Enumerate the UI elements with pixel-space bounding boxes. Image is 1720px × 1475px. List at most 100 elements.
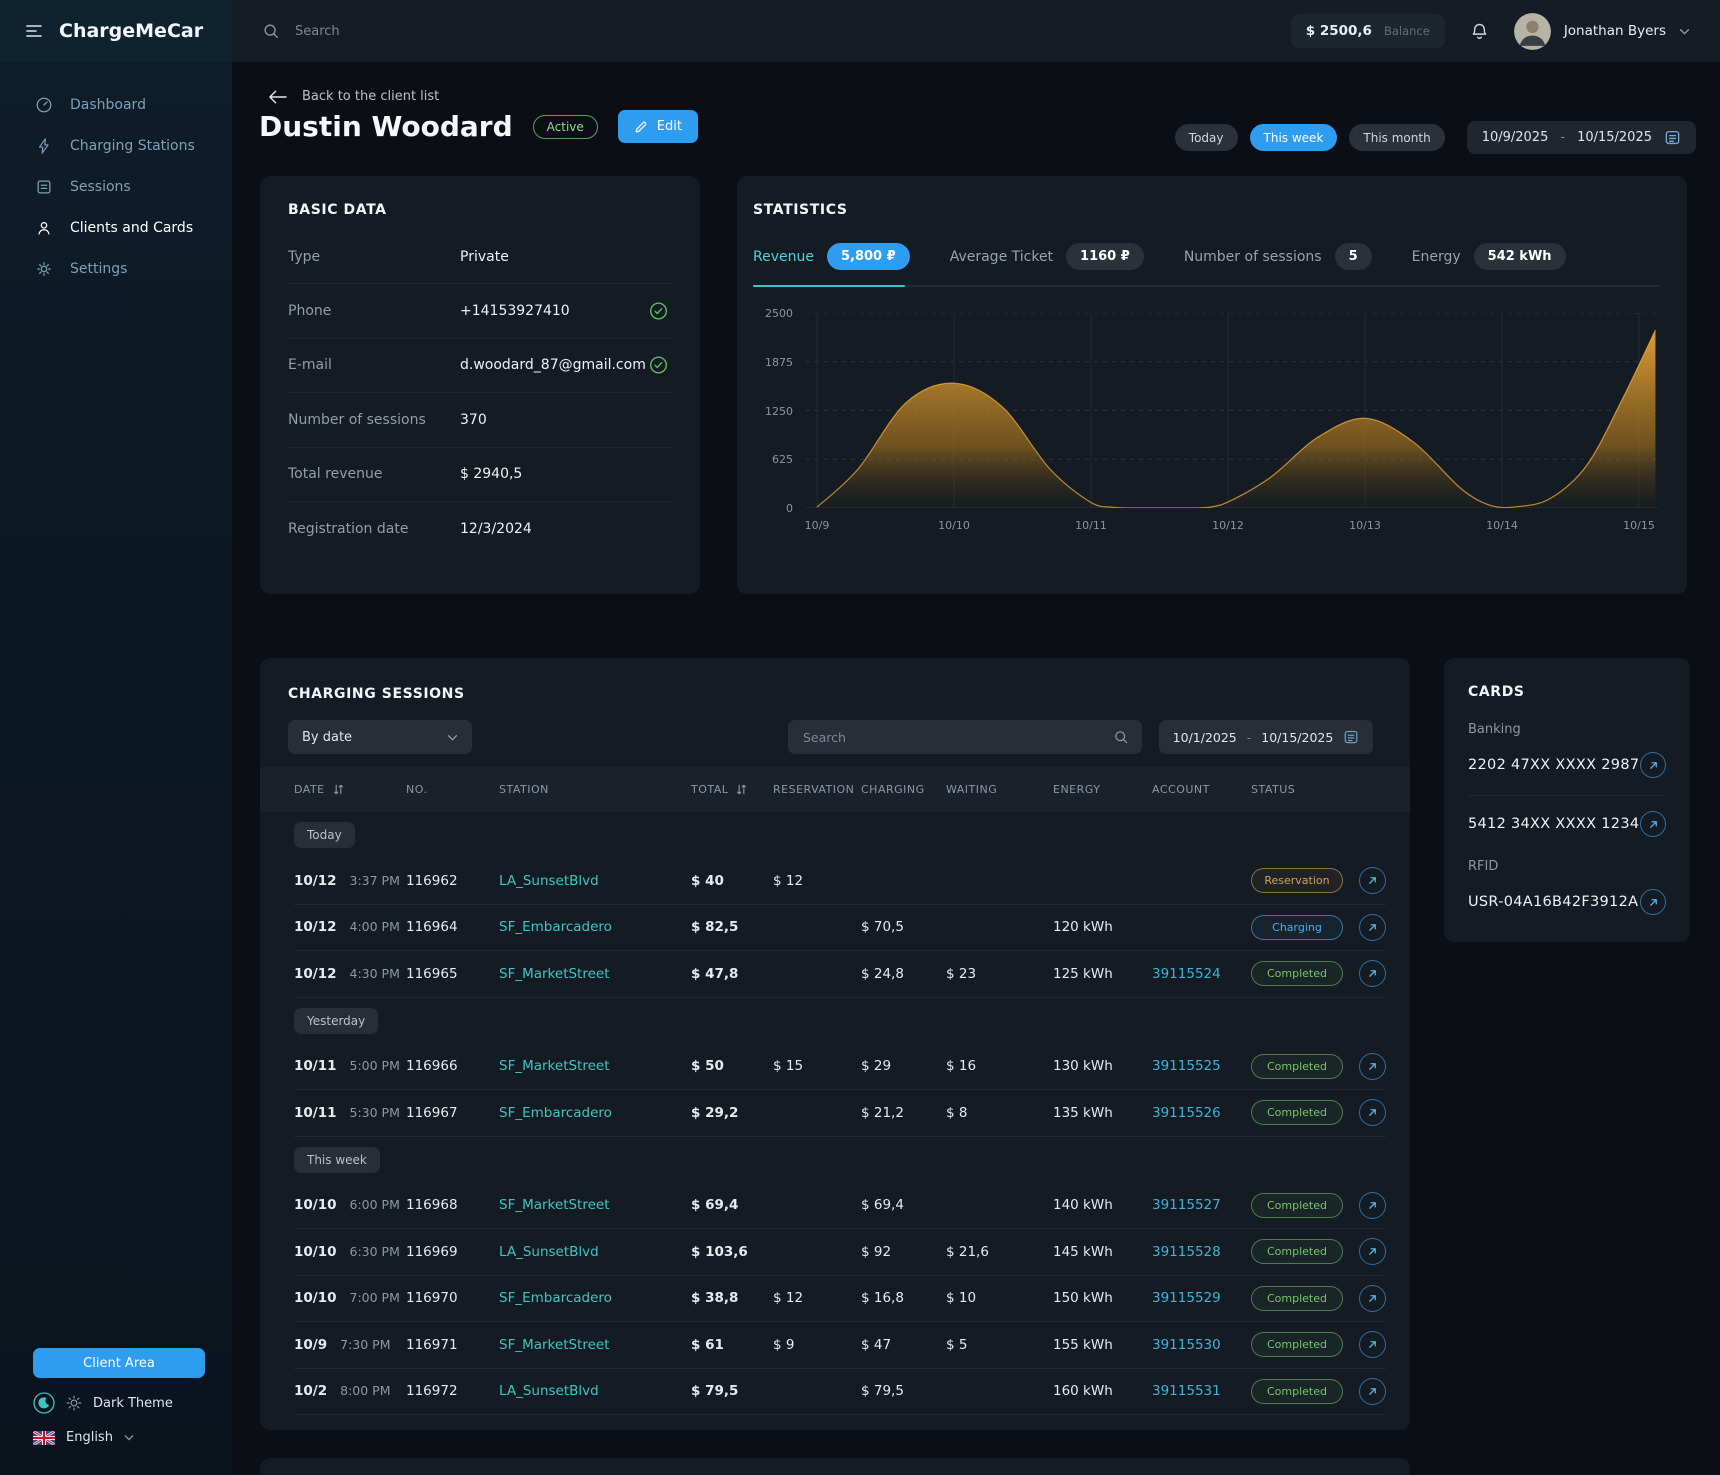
column-header-station: STATION [499, 783, 691, 796]
cell-status: Reservation [1251, 868, 1355, 894]
account-link[interactable]: 39115526 [1152, 1104, 1221, 1121]
open-session-button[interactable] [1359, 1238, 1386, 1266]
account-link[interactable]: 39115529 [1152, 1290, 1221, 1307]
client-area-button[interactable]: Client Area [33, 1348, 205, 1378]
station-link[interactable]: SF_Embarcadero [499, 1104, 612, 1121]
cell-reservation: $ 9 [773, 1336, 795, 1353]
tab-today[interactable]: Today [1174, 124, 1238, 151]
cell-date: 10/11 5:30 PM [294, 1104, 400, 1121]
balance-pill[interactable]: $ 2500,6 Balance [1290, 14, 1445, 48]
station-link[interactable]: SF_MarketStreet [499, 1336, 610, 1353]
sidebar-item-charging-stations[interactable]: Charging Stations [0, 125, 232, 166]
open-session-button[interactable] [1359, 867, 1386, 895]
banking-card-number: 2202 47XX XXXX 2987 [1468, 757, 1640, 773]
sort-by-select[interactable]: By date [288, 720, 472, 754]
open-session-button[interactable] [1359, 1052, 1386, 1080]
open-session-button[interactable] [1359, 1284, 1386, 1312]
open-session-button[interactable] [1359, 1191, 1386, 1219]
cell-number: 116964 [406, 919, 458, 936]
open-session-button[interactable] [1359, 960, 1386, 988]
open-session-button[interactable] [1359, 1377, 1386, 1405]
cell-waiting: $ 23 [946, 965, 977, 982]
metrics-underline [753, 285, 1660, 287]
theme-toggle[interactable]: Dark Theme [33, 1392, 173, 1414]
metric-number-of-sessions[interactable]: Number of sessions 5 [1184, 243, 1372, 270]
account-link[interactable]: 39115527 [1152, 1197, 1221, 1214]
metric-revenue[interactable]: Revenue 5,800 ₽ [753, 243, 910, 270]
banking-label: Banking [1468, 722, 1521, 737]
cell-total: $ 69,4 [691, 1197, 739, 1214]
status-badge: Reservation [1251, 868, 1343, 894]
account-link[interactable]: 39115524 [1152, 965, 1221, 982]
station-link[interactable]: SF_MarketStreet [499, 1197, 610, 1214]
open-card-button[interactable] [1640, 889, 1666, 915]
column-header-total[interactable]: TOTAL [691, 783, 773, 796]
group-chip: This week [294, 1146, 380, 1173]
cell-energy: 145 kWh [1053, 1243, 1113, 1260]
cell-status: Completed [1251, 1192, 1355, 1218]
y-axis-tick-label: 2500 [765, 307, 793, 320]
account-link[interactable]: 39115530 [1152, 1336, 1221, 1353]
table-row: 10/12 4:30 PM 116965 SF_MarketStreet $ 47,8 $… [294, 951, 1386, 998]
basic-data-row: E-mail d.woodard_87@gmail.com [288, 339, 672, 394]
sidebar-item-dashboard[interactable]: Dashboard [0, 84, 232, 125]
table-row: 10/2 8:00 PM 116972 LA_SunsetBlvd $ 79,5 $ 79… [294, 1369, 1386, 1415]
column-header-waiting: WAITING [946, 783, 1053, 796]
field-value: Private [460, 248, 509, 265]
cell-charging: $ 79,5 [861, 1383, 904, 1400]
banking-card: 5412 34XX XXXX 1234 [1468, 811, 1666, 837]
cell-station: SF_MarketStreet [499, 1197, 691, 1213]
revenue-area-chart: 0 625 1250 1875 2500 10/9 10/10 10/11 10/12 10/13… [753, 303, 1660, 538]
rfid-label: RFID [1468, 859, 1499, 874]
open-session-button[interactable] [1359, 913, 1386, 941]
cell-account: 39115525 [1152, 1058, 1251, 1074]
account-link[interactable]: 39115531 [1152, 1383, 1221, 1400]
edit-button[interactable]: Edit [617, 110, 698, 143]
station-link[interactable]: LA_SunsetBlvd [499, 1243, 599, 1260]
account-link[interactable]: 39115528 [1152, 1243, 1221, 1260]
station-link[interactable]: SF_Embarcadero [499, 919, 612, 936]
station-link[interactable]: LA_SunsetBlvd [499, 1383, 599, 1400]
station-link[interactable]: SF_Embarcadero [499, 1290, 612, 1307]
notifications-bell-icon[interactable] [1469, 21, 1490, 42]
date-range-picker[interactable]: 10/9/2025 - 10/15/2025 [1466, 121, 1696, 154]
table-search-input[interactable] [801, 728, 1105, 746]
cell-charging: $ 70,5 [861, 919, 904, 936]
language-label: English [66, 1430, 113, 1445]
table-date-range-picker[interactable]: 10/1/2025 - 10/15/2025 [1159, 720, 1373, 754]
x-axis-tick-label: 10/12 [1212, 519, 1244, 532]
account-link[interactable]: 39115525 [1152, 1058, 1221, 1075]
user-menu[interactable]: Jonathan Byers [1513, 12, 1690, 50]
sidebar-collapse-icon[interactable] [24, 21, 44, 41]
open-card-button[interactable] [1640, 811, 1666, 837]
sidebar-item-clients-and-cards[interactable]: Clients and Cards [0, 207, 232, 248]
status-badge: Completed [1251, 1053, 1343, 1079]
search-input[interactable] [293, 22, 557, 40]
station-link[interactable]: SF_MarketStreet [499, 1058, 610, 1075]
open-session-button[interactable] [1359, 1099, 1386, 1127]
sidebar-item-settings[interactable]: Settings [0, 248, 232, 289]
station-link[interactable]: SF_MarketStreet [499, 965, 610, 982]
tab-this-month[interactable]: This month [1349, 124, 1445, 151]
metric-average-ticket[interactable]: Average Ticket 1160 ₽ [950, 243, 1144, 270]
cell-energy: 150 kWh [1053, 1290, 1113, 1307]
language-selector[interactable]: English [33, 1430, 134, 1445]
column-header-date[interactable]: DATE [294, 783, 406, 796]
group-chip: Today [294, 822, 355, 848]
table-row: 10/12 4:00 PM 116964 SF_Embarcadero $ 82,5 $ … [294, 905, 1386, 951]
page-title: Dustin Woodard [259, 110, 513, 143]
metric-energy[interactable]: Energy 542 kWh [1412, 243, 1566, 270]
field-value: 12/3/2024 [460, 520, 532, 537]
field-label: Total revenue [288, 466, 383, 483]
station-link[interactable]: LA_SunsetBlvd [499, 872, 599, 889]
tab-this-week[interactable]: This week [1249, 124, 1338, 151]
open-card-button[interactable] [1640, 752, 1666, 778]
open-session-button[interactable] [1359, 1331, 1386, 1359]
statistics-metrics: Revenue 5,800 ₽ Average Ticket 1160 ₽ Nu… [753, 243, 1660, 270]
app-logo: ChargeMeCar [0, 0, 232, 62]
metric-value: 5 [1334, 243, 1372, 270]
back-link[interactable]: Back to the client list [268, 89, 439, 104]
user-name: Jonathan Byers [1563, 23, 1666, 39]
sidebar-item-sessions[interactable]: Sessions [0, 166, 232, 207]
